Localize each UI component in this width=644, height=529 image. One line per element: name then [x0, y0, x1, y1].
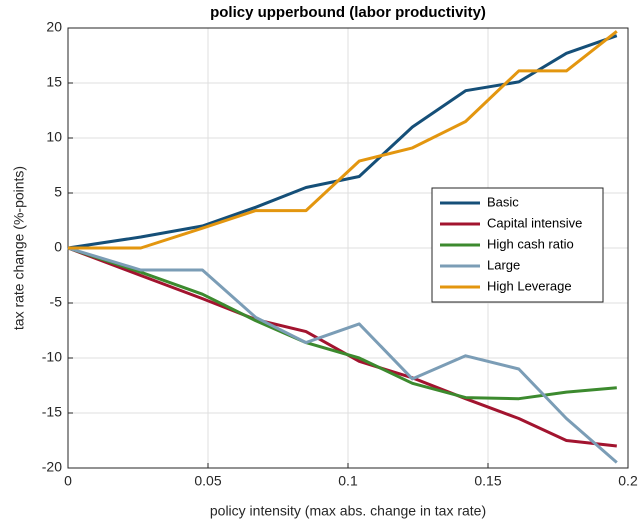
y-tick-label: -10: [42, 349, 62, 365]
x-tick-label: 0.2: [618, 473, 638, 489]
legend-label: High Leverage: [487, 278, 572, 293]
chart-title: policy upperbound (labor productivity): [210, 4, 486, 21]
y-tick-label: -15: [42, 404, 62, 420]
legend: Basic Capital intensive High cash ratio Lar…: [431, 187, 604, 303]
series-line: [67, 246, 617, 401]
y-tick-label: -5: [50, 294, 63, 310]
legend-label: High cash ratio: [487, 236, 574, 251]
y-tick-label: 10: [46, 129, 62, 145]
x-tick-label: 0: [64, 473, 72, 489]
x-axis-label: policy intensity (max abs. change in tax…: [210, 503, 486, 519]
y-tick-label: -20: [42, 459, 62, 475]
y-tick-label: 20: [46, 19, 62, 35]
x-tick-label: 0.05: [194, 473, 221, 489]
series-line: [67, 246, 617, 448]
series-line: [68, 30, 618, 250]
legend-label: Basic: [487, 194, 519, 209]
x-tick-label: 0.1: [338, 473, 358, 489]
legend-label: Large: [487, 257, 520, 272]
x-tick-label: 0.15: [474, 473, 501, 489]
legend-label: Capital intensive: [487, 215, 582, 230]
y-tick-label: 5: [54, 184, 62, 200]
y-tick-label: 0: [54, 239, 62, 255]
y-tick-label: 15: [46, 74, 62, 90]
y-axis-label: tax rate change (%-points): [11, 166, 27, 330]
series-line: [67, 246, 618, 464]
